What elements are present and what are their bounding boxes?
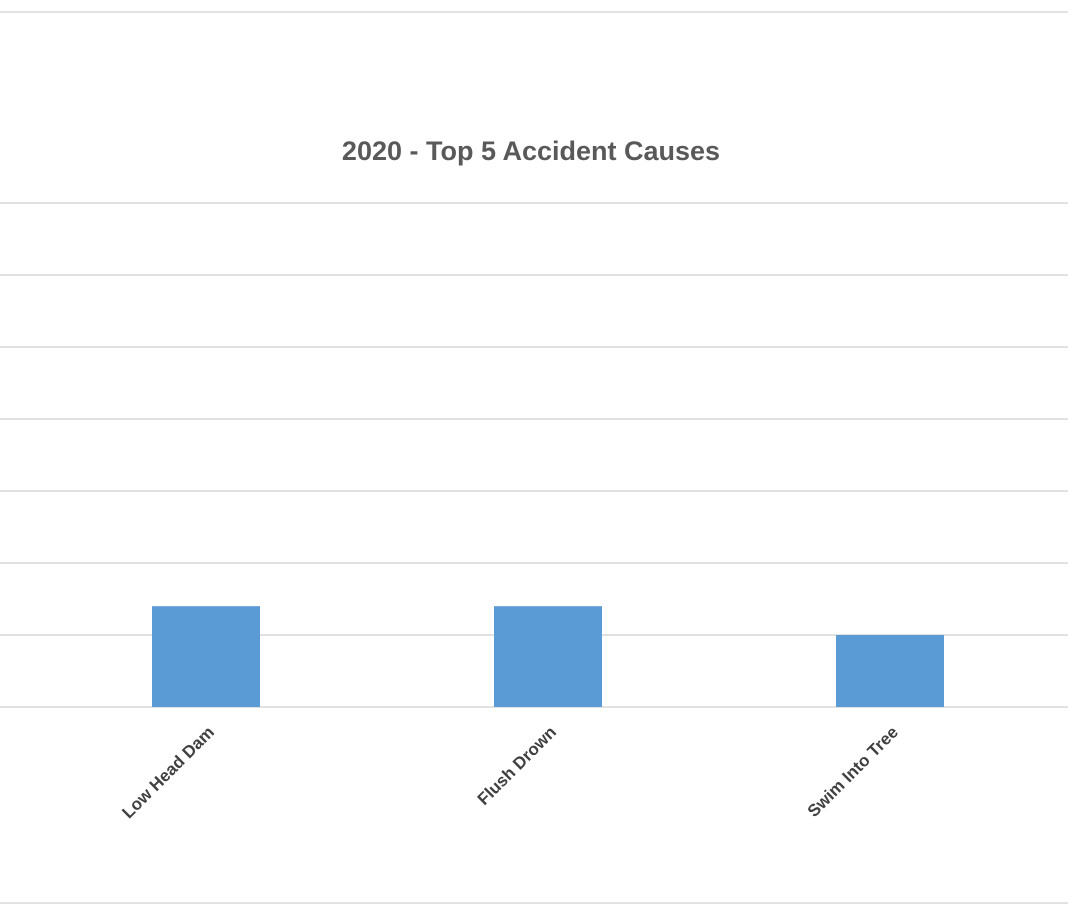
x-tick-label: Low Head Dam [118, 723, 218, 823]
x-tick-label: Swim Into Tree [804, 723, 902, 821]
bar [152, 606, 260, 707]
x-tick-label: Flush Drown [474, 723, 560, 809]
bar [494, 606, 602, 707]
bar [836, 635, 944, 707]
chart-title: 2020 - Top 5 Accident Causes [342, 136, 720, 166]
